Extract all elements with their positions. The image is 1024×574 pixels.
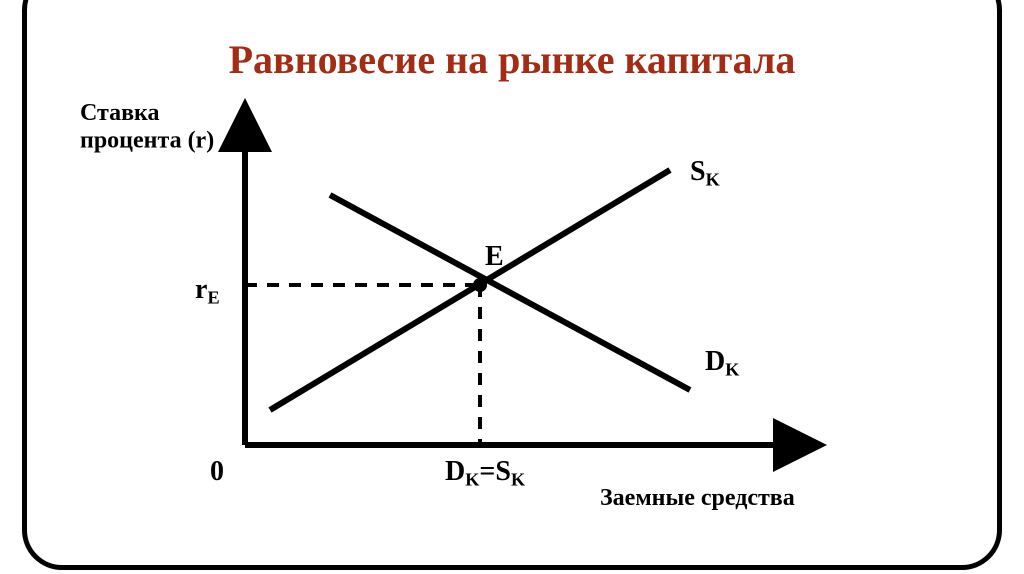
equilibrium-chart: Ставкапроцента (r) Заемные средства 0 SK… xyxy=(80,110,944,550)
supply-curve xyxy=(270,170,670,410)
x-tick-label: DK=SK xyxy=(445,456,525,490)
chart-svg: Ставкапроцента (r) Заемные средства 0 SK… xyxy=(80,110,944,550)
equilibrium-label: E xyxy=(485,241,504,272)
supply-label: SK xyxy=(690,156,720,190)
equilibrium-point xyxy=(473,278,487,292)
demand-curve xyxy=(330,195,690,390)
chart-title: Равновесие на рынке капитала xyxy=(0,36,1024,83)
x-axis-label: Заемные средства xyxy=(600,485,795,511)
demand-label: DK xyxy=(705,346,739,380)
origin-label: 0 xyxy=(210,456,224,487)
y-tick-label: rE xyxy=(195,274,220,308)
